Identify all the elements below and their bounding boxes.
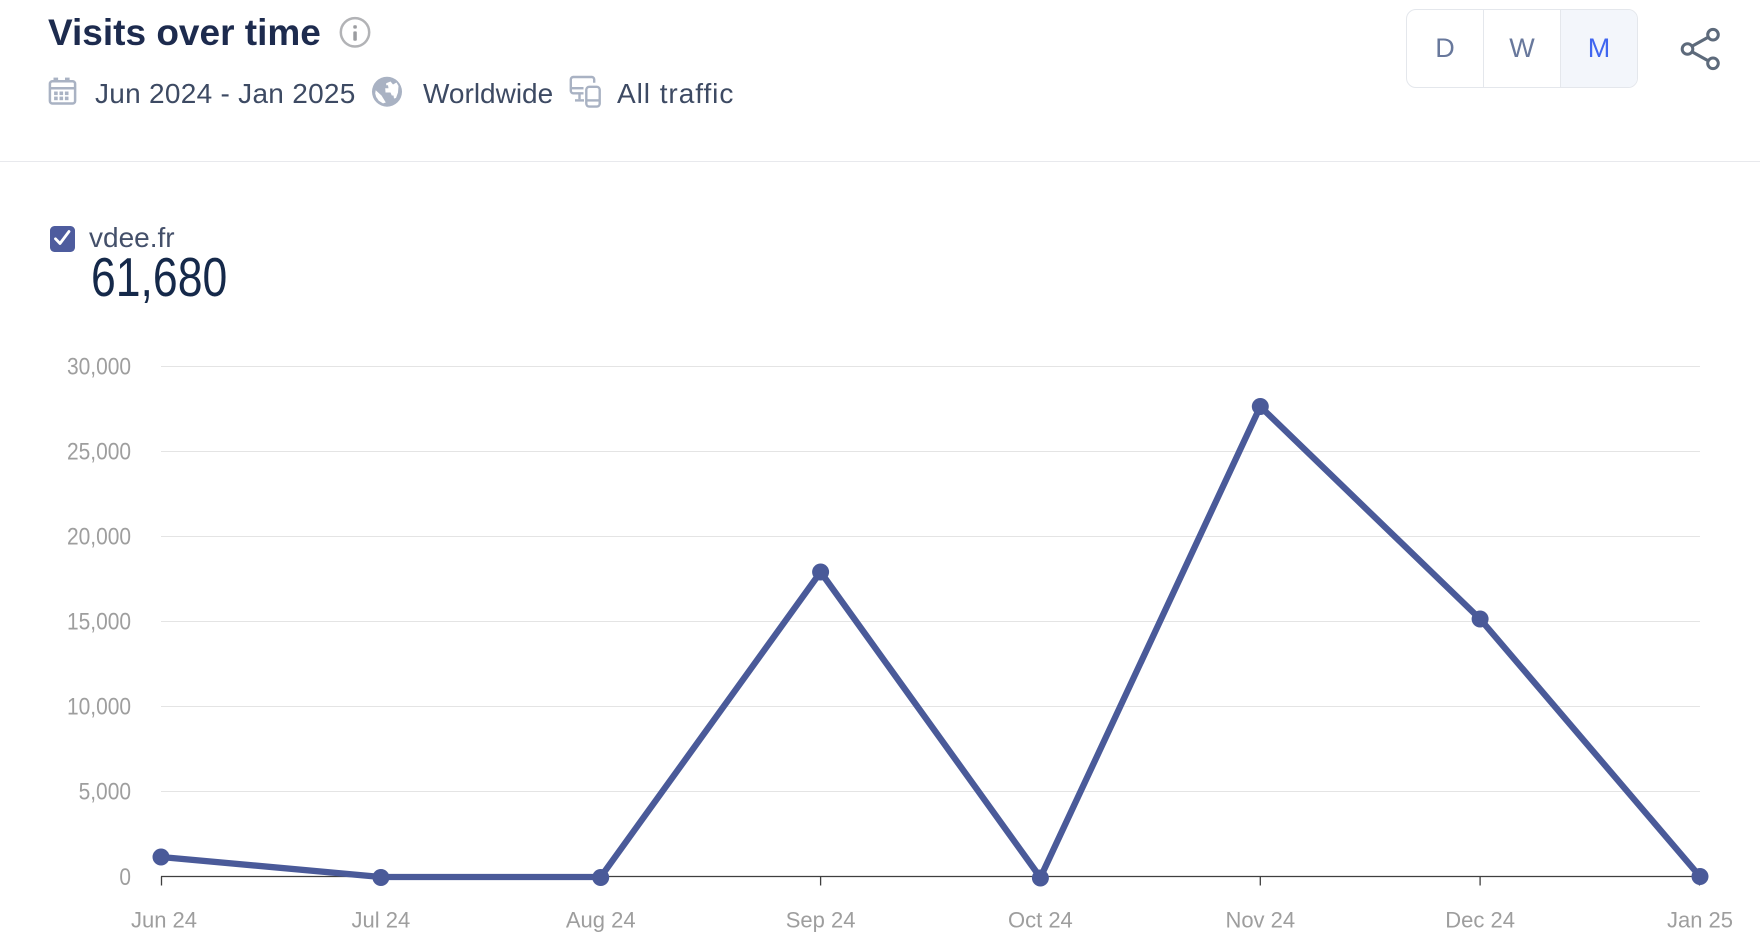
svg-text:Nov 24: Nov 24 xyxy=(1225,908,1295,933)
svg-text:Aug 24: Aug 24 xyxy=(566,908,636,933)
svg-text:Jul 24: Jul 24 xyxy=(352,908,411,933)
svg-text:Jan 25: Jan 25 xyxy=(1667,908,1733,933)
svg-text:25,000: 25,000 xyxy=(67,438,131,465)
svg-text:15,000: 15,000 xyxy=(67,608,131,635)
svg-text:30,000: 30,000 xyxy=(67,353,131,380)
svg-text:10,000: 10,000 xyxy=(67,693,131,720)
svg-text:Sep 24: Sep 24 xyxy=(786,908,856,933)
svg-text:0: 0 xyxy=(119,864,131,891)
svg-text:Oct 24: Oct 24 xyxy=(1008,908,1073,933)
svg-text:Jun 24: Jun 24 xyxy=(131,908,197,933)
svg-text:20,000: 20,000 xyxy=(67,523,131,550)
svg-text:5,000: 5,000 xyxy=(79,778,131,805)
svg-text:Dec 24: Dec 24 xyxy=(1445,908,1515,933)
